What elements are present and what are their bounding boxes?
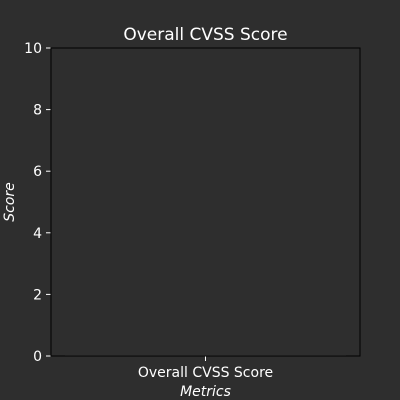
y-tick-label: 6 [33, 164, 42, 180]
plot-area [51, 48, 360, 356]
y-tick-label: 4 [33, 226, 42, 242]
y-tick-label: 2 [33, 287, 42, 303]
y-axis-label: Score [2, 182, 18, 222]
ticks-layer: 0 2 4 6 8 10 Overall CVSS Score [24, 41, 273, 381]
x-axis-label: Metrics [180, 384, 231, 400]
y-tick-label: 8 [33, 103, 42, 119]
chart-title: Overall CVSS Score [123, 25, 287, 45]
y-tick-label: 10 [24, 41, 42, 57]
y-tick-label: 0 [33, 349, 42, 365]
plot-frame [50, 47, 361, 357]
x-tick-label: Overall CVSS Score [138, 365, 273, 381]
